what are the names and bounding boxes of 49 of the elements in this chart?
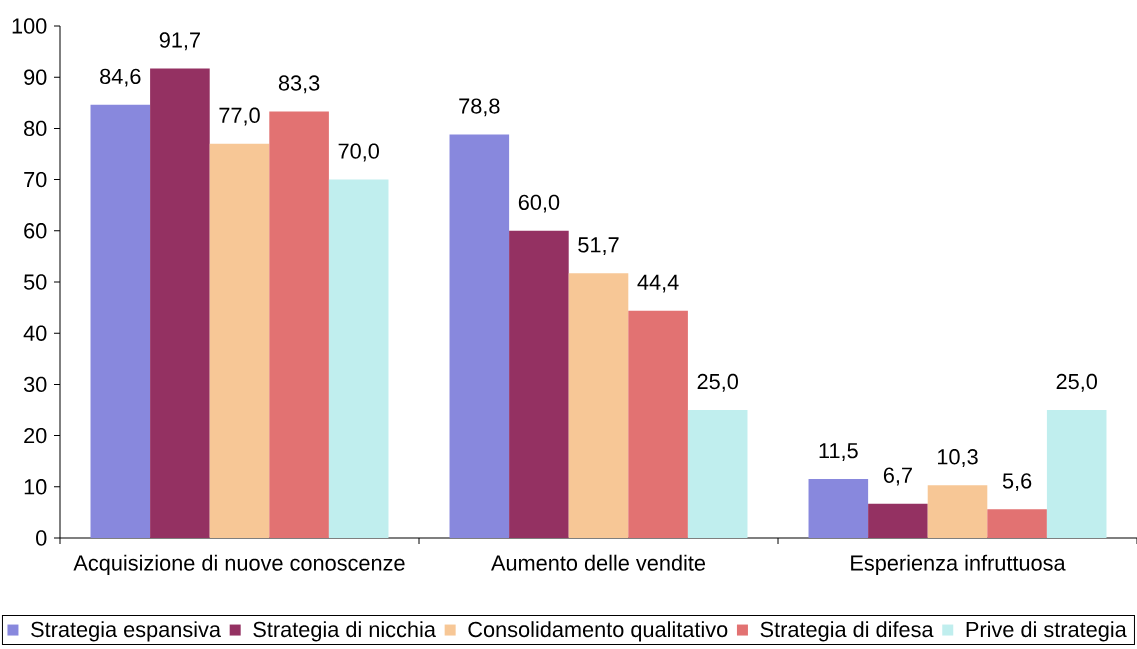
bar <box>868 503 928 538</box>
data-label: 11,5 <box>819 443 858 461</box>
bar <box>568 273 629 538</box>
data-label: 51,7 <box>578 237 619 256</box>
data-label: 77,0 <box>219 107 260 126</box>
y-tick-label: 100 <box>12 18 47 34</box>
legend-label: Consolidamento qualitativo <box>468 621 728 642</box>
legend-label: Prive di strategia <box>966 621 1127 642</box>
y-tick-label: 0 <box>36 530 47 546</box>
data-label: 25,0 <box>697 373 738 392</box>
bar <box>927 485 988 538</box>
bar <box>987 509 1047 538</box>
data-label: 44,4 <box>637 274 679 293</box>
legend-label: Strategia di difesa <box>760 621 934 642</box>
bar <box>269 111 329 538</box>
bar <box>628 310 688 538</box>
bar <box>150 68 210 538</box>
bar <box>90 104 151 538</box>
bar <box>1046 410 1107 538</box>
bar <box>209 143 270 538</box>
bar <box>449 134 510 538</box>
bar <box>328 179 389 538</box>
x-tick-label: Esperienza infruttuosa <box>851 554 1066 575</box>
y-tick-label: 90 <box>24 69 47 85</box>
x-tick-label: Acquisizione di nuove conoscenze <box>73 554 405 575</box>
data-label: 84,6 <box>100 68 141 87</box>
y-tick-label: 10 <box>24 479 47 495</box>
y-tick-label: 70 <box>24 171 47 188</box>
data-label: 78,8 <box>459 98 500 117</box>
data-label: 5,6 <box>1002 473 1032 492</box>
y-tick-label: 60 <box>24 223 47 239</box>
data-label: 25,0 <box>1056 373 1097 392</box>
data-label: 60,0 <box>518 194 560 213</box>
y-tick-label: 30 <box>23 376 47 393</box>
data-label: 91,7 <box>159 32 200 51</box>
bar <box>808 479 869 538</box>
y-tick-label: 40 <box>23 325 47 341</box>
data-label: 83,3 <box>278 75 320 94</box>
x-tick-label: Aumento delle vendite <box>491 554 706 571</box>
legend-label: Strategia di nicchia <box>253 621 436 642</box>
bar <box>687 410 748 538</box>
legend-label: Strategia espansiva <box>31 621 221 642</box>
data-label: 6,7 <box>883 467 912 486</box>
bar <box>509 230 569 538</box>
y-tick-label: 20 <box>24 427 47 444</box>
data-label: 10,3 <box>938 449 978 468</box>
y-tick-label: 80 <box>24 120 47 137</box>
y-tick-label: 50 <box>23 274 47 290</box>
data-label: 70,0 <box>338 143 379 162</box>
